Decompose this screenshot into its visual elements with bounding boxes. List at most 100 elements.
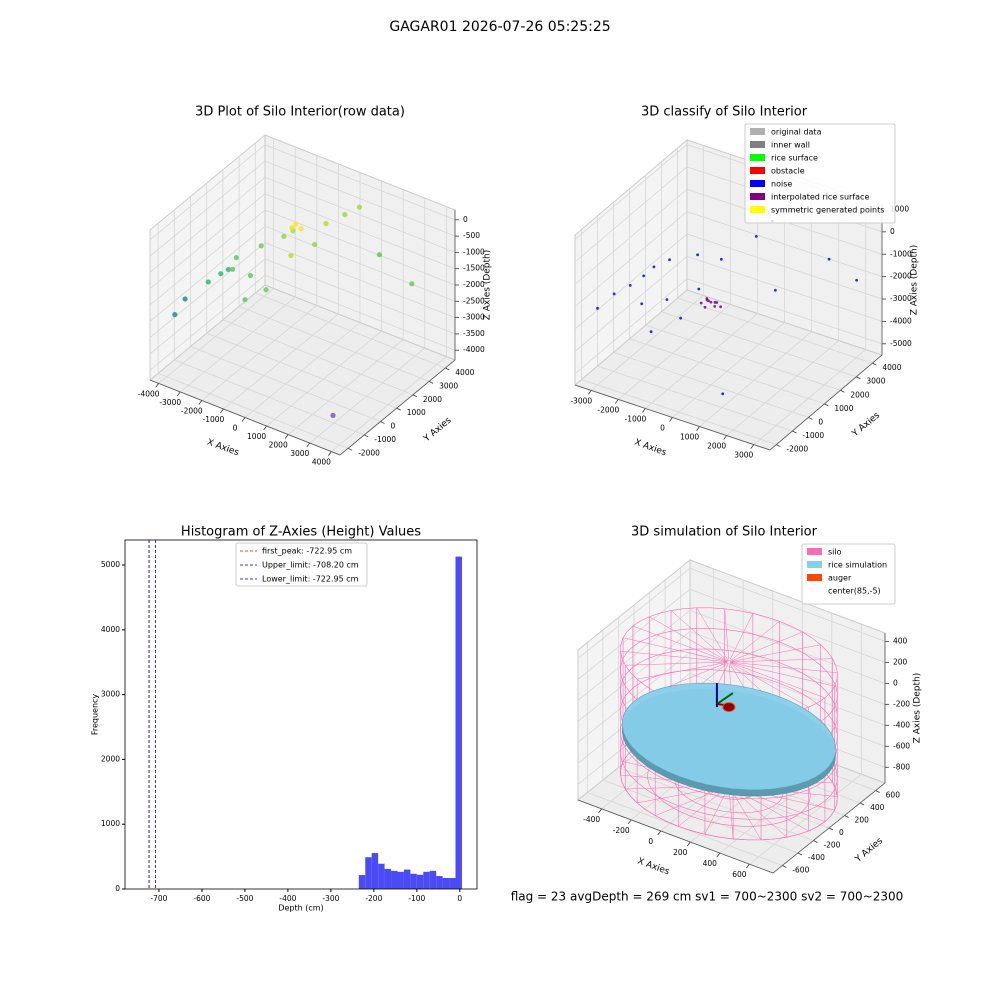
y-tick: [856, 376, 861, 380]
silo-wire: [728, 661, 809, 708]
y-tick: [792, 430, 797, 434]
legend-label: inner wall: [771, 141, 810, 150]
data-point: [703, 305, 707, 309]
legend-swatch: [807, 574, 822, 581]
x-tick-label: 200: [673, 848, 688, 857]
grid-line: [149, 209, 266, 306]
grid-line: [149, 274, 266, 371]
x-tick-label: 600: [732, 870, 747, 879]
data-point: [229, 266, 236, 272]
y-tick-label: 200: [855, 816, 870, 825]
data-point: [649, 330, 653, 334]
data-point: [258, 243, 264, 249]
legend-label: first_peak: -722.95 cm: [262, 547, 352, 556]
y-tick-label: 3000: [866, 377, 885, 386]
y-tick: [782, 865, 787, 868]
data-point: [713, 304, 717, 308]
data-point: [356, 204, 363, 210]
grid-line: [309, 347, 426, 444]
x-tick: [746, 863, 750, 869]
legend-swatch: [750, 193, 765, 200]
y-tick-label: 400: [870, 803, 885, 812]
y-tick: [396, 407, 401, 411]
grid-line: [689, 588, 886, 663]
x-tick-label: 0: [457, 894, 462, 903]
y-tick: [428, 381, 434, 384]
silo-wire: [728, 658, 833, 663]
z-tick-label: 1000: [890, 204, 909, 213]
z-tick-label: -2500: [463, 296, 485, 305]
y-tick: [824, 403, 829, 407]
z-tick-label: -3000: [463, 313, 485, 322]
x-tick-label: -500: [236, 894, 253, 903]
data-point: [774, 288, 777, 292]
silo-wire: [696, 607, 730, 663]
data-point: [312, 241, 318, 248]
grid-line: [149, 225, 266, 322]
grid-line: [645, 324, 841, 391]
silo-wire: [724, 608, 730, 662]
grid-line: [602, 779, 799, 854]
silo-wire: [728, 661, 838, 674]
y-tick: [797, 852, 803, 856]
z-tick-label: -600: [893, 741, 910, 750]
grid-line: [149, 177, 266, 273]
y-tick-label: -600: [792, 866, 809, 875]
legend-swatch: [750, 154, 765, 161]
y-tick-label: 5000: [101, 560, 120, 569]
z-tick-label: -2000: [463, 280, 485, 289]
y-tick-label: -200: [823, 841, 840, 850]
x-tick-label: 4000: [312, 458, 331, 467]
grid-line: [179, 296, 296, 393]
center-point: [727, 660, 731, 664]
z-tick-label: -2000: [890, 272, 912, 281]
x-tick: [176, 391, 181, 397]
grid-line: [149, 258, 266, 355]
x-tick-label: -400: [583, 815, 600, 824]
z-tick-label: -800: [893, 762, 910, 771]
grid-line: [618, 767, 814, 841]
histogram-bar: [403, 869, 411, 889]
y-tick: [808, 417, 813, 420]
axis-line: [577, 799, 774, 874]
legend-label: original data: [771, 128, 822, 137]
grid-line: [264, 177, 456, 253]
grid-line: [618, 304, 731, 400]
data-point: [699, 301, 703, 305]
axis-line: [772, 782, 886, 874]
x-tick: [220, 408, 224, 414]
grid-line: [574, 278, 688, 375]
data-point: [640, 302, 644, 306]
grid-line: [149, 193, 266, 290]
rice-surface: [621, 682, 836, 791]
y-tick-label: 2000: [423, 395, 442, 404]
data-point: [298, 226, 304, 232]
x-tick-label: 0: [233, 424, 238, 433]
y-tick-label: -1000: [802, 431, 824, 440]
x-axis-label: Depth (cm): [278, 904, 323, 913]
data-point: [242, 297, 248, 303]
y-tick-label: 0: [839, 828, 844, 837]
legend-box: [235, 542, 368, 587]
y-tick-label: 0: [390, 422, 395, 431]
data-point: [409, 281, 415, 287]
data-point: [342, 211, 348, 218]
axis-line: [574, 384, 771, 451]
data-point: [665, 298, 669, 302]
grid-line: [699, 331, 812, 427]
y-tick-label: -400: [808, 853, 825, 862]
silo-wire: [728, 661, 826, 699]
legend-box: [744, 123, 896, 224]
grid-line: [613, 352, 809, 418]
grid-line: [672, 322, 785, 418]
y-tick-label: 4000: [882, 363, 901, 372]
data-point: [719, 257, 723, 261]
data-point: [288, 252, 294, 259]
legend-label: Lower_limit: -722.95 cm: [262, 575, 359, 584]
data-point: [289, 225, 295, 231]
x-tick-label: 0: [660, 424, 665, 433]
legend-swatch: [750, 167, 765, 174]
y-tick-label: 3000: [101, 690, 120, 699]
x-tick-label: -3000: [570, 396, 592, 405]
x-tick: [669, 417, 673, 422]
